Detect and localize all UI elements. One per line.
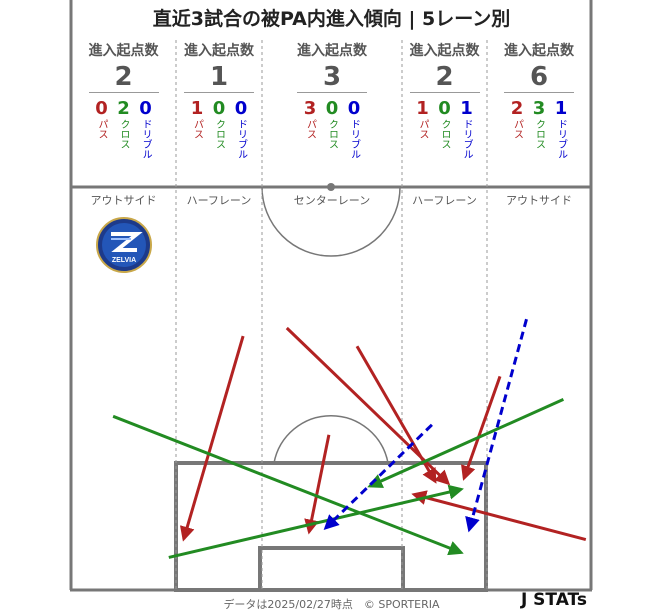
lane-name-1: アウトサイド (90, 194, 157, 207)
dribble-count: 0 (234, 98, 248, 119)
cross-label: クロス (213, 119, 225, 149)
lane-name-3: センターレーン (293, 194, 371, 207)
lane-header: 進入起点数 (297, 43, 367, 59)
lane-name-2: ハーフレーン (186, 194, 252, 207)
pass-label: パス (304, 119, 316, 139)
pass-arrow-4 (304, 434, 331, 535)
lane-total: 1 (184, 62, 254, 93)
lane-name-4: ハーフレーン (412, 194, 477, 207)
penalty-area (174, 461, 488, 592)
pass-label: パス (417, 119, 428, 139)
lane-stats-1: 進入起点数 2 0 パス 2 クロス 0 ドリブル (71, 40, 176, 159)
lane-total: 6 (504, 62, 574, 93)
lane-total: 3 (297, 62, 367, 93)
zelvia-crest-icon: ZELVIA (96, 217, 152, 273)
lane-header: 進入起点数 (184, 43, 254, 59)
lane-stats-5: 進入起点数 6 2 パス 3 クロス 1 ドリブル (487, 40, 591, 159)
cross-count: 3 (532, 98, 546, 119)
pass-arrow-1 (179, 335, 245, 542)
lane-header: 進入起点数 (409, 43, 480, 59)
dribble-count: 1 (554, 98, 568, 119)
dribble-label: ドリブル (461, 119, 472, 159)
lane-stats-4: 進入起点数 2 1 パス 0 クロス 1 ドリブル (402, 40, 487, 159)
cross-count: 0 (438, 98, 451, 119)
cross-count: 2 (117, 98, 130, 119)
penalty-arc (273, 414, 389, 464)
dribble-label: ドリブル (348, 119, 360, 159)
cross-arrow-8 (168, 484, 464, 559)
lane-stats-3: 進入起点数 3 3 パス 0 クロス 0 ドリブル (262, 40, 402, 159)
brand-logo: J STATs (520, 590, 587, 610)
lane-header: 進入起点数 (504, 43, 574, 59)
lane-stats-2: 進入起点数 1 1 パス 0 クロス 0 ドリブル (176, 40, 262, 159)
cross-arrow-9 (367, 398, 565, 488)
cross-count: 0 (325, 98, 339, 119)
center-spot (327, 183, 335, 191)
pass-arrow-5 (461, 375, 502, 481)
pass-label: パス (511, 119, 523, 139)
pass-count: 3 (303, 98, 317, 119)
pass-arrow-3 (355, 345, 437, 484)
pass-count: 0 (95, 98, 108, 119)
dribble-count: 0 (139, 98, 152, 119)
pass-arrow-6 (411, 490, 587, 542)
pass-count: 1 (416, 98, 429, 119)
lane-dividers (175, 40, 488, 590)
goal-area (258, 546, 405, 592)
lane-header: 進入起点数 (88, 43, 159, 59)
dribble-count: 0 (347, 98, 361, 119)
crest-text: ZELVIA (112, 257, 136, 264)
cross-label: クロス (326, 119, 338, 149)
entry-arrows (112, 318, 587, 559)
cross-label: クロス (533, 119, 545, 149)
dribble-count: 1 (460, 98, 473, 119)
chart-title: 直近3試合の被PA内進入傾向 | 5レーン別 (152, 8, 511, 30)
pass-count: 2 (510, 98, 524, 119)
pass-label: パス (191, 119, 203, 139)
pass-count: 1 (190, 98, 204, 119)
cross-label: クロス (118, 119, 129, 149)
dribble-label: ドリブル (140, 119, 151, 159)
lane-total: 2 (88, 62, 159, 93)
dribble-arrow-11 (465, 318, 528, 533)
lane-total: 2 (409, 62, 480, 93)
dribble-label: ドリブル (555, 119, 567, 159)
cross-arrow-7 (112, 414, 464, 556)
lane-name-5: アウトサイド (506, 194, 572, 207)
dribble-label: ドリブル (235, 119, 247, 159)
center-circle (261, 186, 401, 257)
cross-count: 0 (212, 98, 226, 119)
dribble-arrow-10 (323, 423, 433, 530)
pass-label: パス (96, 119, 107, 139)
cross-label: クロス (439, 119, 450, 149)
footer-credit: データは2025/02/27時点 © SPORTERIA (223, 598, 440, 611)
